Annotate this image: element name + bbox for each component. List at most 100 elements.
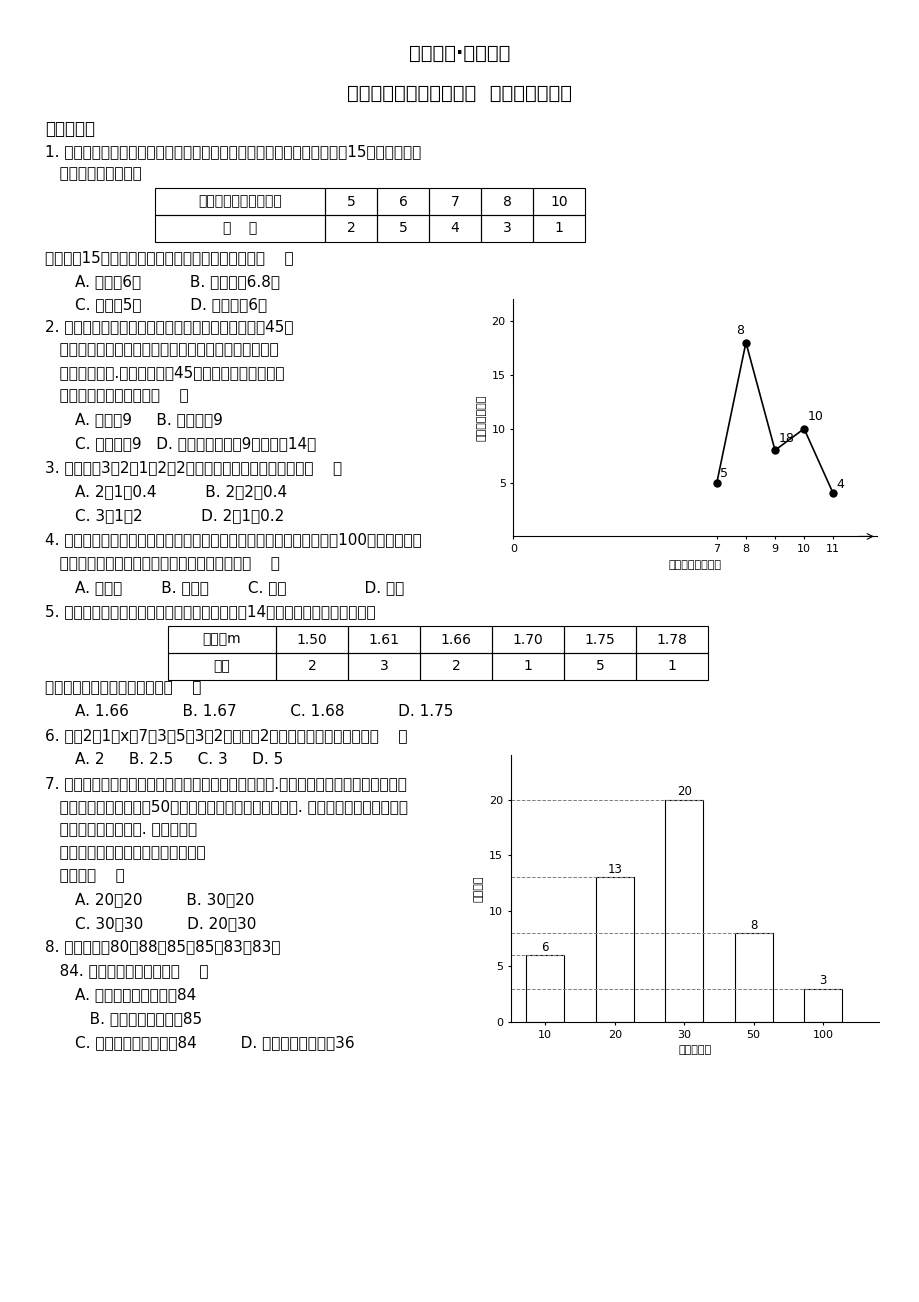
Text: 一、选择题: 一、选择题: [45, 120, 95, 138]
Text: 4: 4: [835, 478, 844, 491]
Text: 2: 2: [346, 221, 355, 236]
Text: 1.70: 1.70: [512, 633, 543, 647]
Text: 分别是（    ）: 分别是（ ）: [45, 868, 125, 883]
Text: 1: 1: [554, 221, 562, 236]
Text: 8: 8: [735, 324, 743, 337]
Bar: [635, 654, 708, 680]
Bar: [324, 187, 377, 215]
Text: 13: 13: [607, 863, 621, 876]
Y-axis label: 学生人数（人）: 学生人数（人）: [475, 395, 485, 441]
Text: 18: 18: [777, 432, 793, 445]
Bar: [526, 956, 563, 1022]
Text: 南市某中学八年级三班50名学生自发组织献爱心捐款活动. 班长将捐款情况进行了统: 南市某中学八年级三班50名学生自发组织献爱心捐款活动. 班长将捐款情况进行了统: [45, 799, 407, 814]
Text: 同学一周参加体育锻炼的情况并把它绘制成折线统计图: 同学一周参加体育锻炼的情况并把它绘制成折线统计图: [45, 342, 278, 357]
Text: 4. 一位经销商计划进一批「运动鞋」，他到眉山的一所学校里对初二的100名男生的鞋号: 4. 一位经销商计划进一批「运动鞋」，他到眉山的一所学校里对初二的100名男生的…: [45, 533, 421, 547]
Text: 3: 3: [502, 221, 511, 236]
Text: 5: 5: [398, 221, 407, 236]
Text: 10: 10: [550, 194, 567, 208]
Text: A. 20、20         B. 30、20: A. 20、20 B. 30、20: [75, 892, 254, 907]
Bar: [563, 626, 635, 654]
Bar: [428, 215, 481, 242]
Text: 8: 8: [749, 919, 756, 932]
Text: 1.66: 1.66: [440, 633, 471, 647]
Text: 人数: 人数: [213, 660, 230, 673]
Bar: [168, 626, 276, 654]
Bar: [803, 988, 841, 1022]
Bar: [733, 934, 772, 1022]
Text: 户    数: 户 数: [222, 221, 256, 236]
Text: C. 3，1，2            D. 2，1，0.2: C. 3，1，2 D. 2，1，0.2: [75, 508, 284, 523]
Text: 5: 5: [720, 467, 728, 480]
Text: 日用电量（单位：度）: 日用电量（单位：度）: [198, 194, 281, 208]
Bar: [492, 626, 563, 654]
Text: 炼时间的说法错误的是（    ）: 炼时间的说法错误的是（ ）: [45, 388, 188, 404]
Text: 成绩／m: 成绩／m: [202, 633, 241, 647]
Text: 1. 为了解某小区居民的日用电情况，居住在该小区的一名同学随机抜查了15户家庭的日用: 1. 为了解某小区居民的日用电情况，居住在该小区的一名同学随机抜查了15户家庭的…: [45, 145, 421, 159]
Text: 3: 3: [819, 974, 826, 987]
Bar: [324, 215, 377, 242]
Text: 电量，结果如下表：: 电量，结果如下表：: [45, 165, 142, 181]
X-axis label: 金额（元）: 金额（元）: [677, 1046, 710, 1055]
Text: A. 中位数        B. 平均数        C. 方差                D. 众数: A. 中位数 B. 平均数 C. 方差 D. 众数: [75, 579, 403, 595]
Bar: [481, 187, 532, 215]
Text: 则关于运15户家庭的日用电量，下列说法错误的是（    ）: 则关于运15户家庭的日用电量，下列说法错误的是（ ）: [45, 250, 293, 266]
Text: A. 1.66           B. 1.67           C. 1.68           D. 1.75: A. 1.66 B. 1.67 C. 1.68 D. 1.75: [75, 704, 453, 719]
Text: 1.50: 1.50: [296, 633, 327, 647]
Bar: [420, 654, 492, 680]
Text: 供的信息，捐款金额的众数和中位数: 供的信息，捐款金额的众数和中位数: [45, 845, 206, 861]
Text: 7. 「只要人人都献出一点爱，世界将变成美好的人间」.在今年的慈善一日据活动中，济: 7. 「只要人人都献出一点爱，世界将变成美好的人间」.在今年的慈善一日据活动中，…: [45, 776, 406, 792]
Text: 6: 6: [541, 941, 549, 954]
Text: 进行了调查，经销商最感兴趣的是这组鞋号的（    ）: 进行了调查，经销商最感兴趣的是这组鞋号的（ ）: [45, 556, 279, 572]
Bar: [428, 187, 481, 215]
Bar: [154, 187, 324, 215]
Text: 4: 4: [450, 221, 459, 236]
Bar: [377, 187, 428, 215]
Text: A. 2     B. 2.5     C. 3     D. 5: A. 2 B. 2.5 C. 3 D. 5: [75, 753, 283, 767]
Text: 20: 20: [676, 785, 691, 798]
Bar: [347, 626, 420, 654]
Text: 1.61: 1.61: [369, 633, 399, 647]
Text: C. 平均数是9   D. 锻炼时间不低于9小时的有14人: C. 平均数是9 D. 锻炼时间不低于9小时的有14人: [75, 436, 316, 450]
Text: 1: 1: [667, 660, 675, 673]
Text: 2: 2: [451, 660, 460, 673]
Bar: [635, 626, 708, 654]
Bar: [532, 187, 584, 215]
Bar: [481, 215, 532, 242]
Text: 10: 10: [807, 410, 823, 423]
Text: 1: 1: [523, 660, 532, 673]
Bar: [595, 878, 633, 1022]
Bar: [377, 215, 428, 242]
Text: 5: 5: [595, 660, 604, 673]
Y-axis label: 捐款人数: 捐款人数: [472, 875, 482, 902]
Text: 1.78: 1.78: [656, 633, 686, 647]
Text: C. 这组数据的中位数是84         D. 这组数据的方差是36: C. 这组数据的中位数是84 D. 这组数据的方差是36: [75, 1035, 354, 1049]
X-axis label: 锻炼时间（小时）: 锻炼时间（小时）: [668, 560, 720, 569]
Text: 计，并绘制了统计图. 根据右图提: 计，并绘制了统计图. 根据右图提: [45, 822, 197, 837]
Bar: [420, 626, 492, 654]
Text: A. 众数是6度          B. 平均数是6.8度: A. 众数是6度 B. 平均数是6.8度: [75, 273, 279, 289]
Text: A. 这组数据的平均数是84: A. 这组数据的平均数是84: [75, 987, 196, 1003]
Text: A. 2，1，0.4          B. 2，2，0.4: A. 2，1，0.4 B. 2，2，0.4: [75, 484, 287, 499]
Text: C. 30、30         D. 20、30: C. 30、30 D. 20、30: [75, 917, 256, 931]
Text: 1.75: 1.75: [584, 633, 615, 647]
Text: 2. 为了解初三学生的体育锻炼时间，小华调查了某班45名: 2. 为了解初三学生的体育锻炼时间，小华调查了某班45名: [45, 319, 293, 335]
Text: B. 这组数据的众数是85: B. 这组数据的众数是85: [75, 1010, 202, 1026]
Text: 2: 2: [307, 660, 316, 673]
Text: 最新资料·中考数学: 最新资料·中考数学: [409, 44, 510, 62]
Bar: [276, 626, 347, 654]
Text: （如图所示）.那么关于该班45名同学一周参加体育锻: （如图所示）.那么关于该班45名同学一周参加体育锻: [45, 365, 284, 380]
Text: 5. 在一次中学生田径运动会上，参加男子跳高癉14名运动员成绩如下表所示：: 5. 在一次中学生田径运动会上，参加男子跳高癉14名运动员成绩如下表所示：: [45, 604, 375, 618]
Text: 则这些运动员成绩的中位数是（    ）: 则这些运动员成绩的中位数是（ ）: [45, 680, 201, 695]
Bar: [563, 654, 635, 680]
Text: C. 极差是5度          D. 中位数是6度: C. 极差是5度 D. 中位数是6度: [75, 297, 267, 312]
Text: 5: 5: [346, 194, 355, 208]
Text: 中考数学复习冲刺预测卷  抽样与数据分析: 中考数学复习冲刺预测卷 抽样与数据分析: [347, 85, 572, 103]
Text: 3. 一组数据3、2、1、2、2的众数，中位数，方差分别是（    ）: 3. 一组数据3、2、1、2、2的众数，中位数，方差分别是（ ）: [45, 460, 342, 475]
Text: 8: 8: [502, 194, 511, 208]
Text: 6. 已知2、1、x、7、3、5、3、2的众数是2，则这组数据的中位数是（    ）: 6. 已知2、1、x、7、3、5、3、2的众数是2，则这组数据的中位数是（ ）: [45, 728, 407, 743]
Text: 7: 7: [450, 194, 459, 208]
Text: 8. 对于数据：80、88、85、85、83、83、: 8. 对于数据：80、88、85、85、83、83、: [45, 939, 280, 954]
Text: 6: 6: [398, 194, 407, 208]
Bar: [492, 654, 563, 680]
Bar: [276, 654, 347, 680]
